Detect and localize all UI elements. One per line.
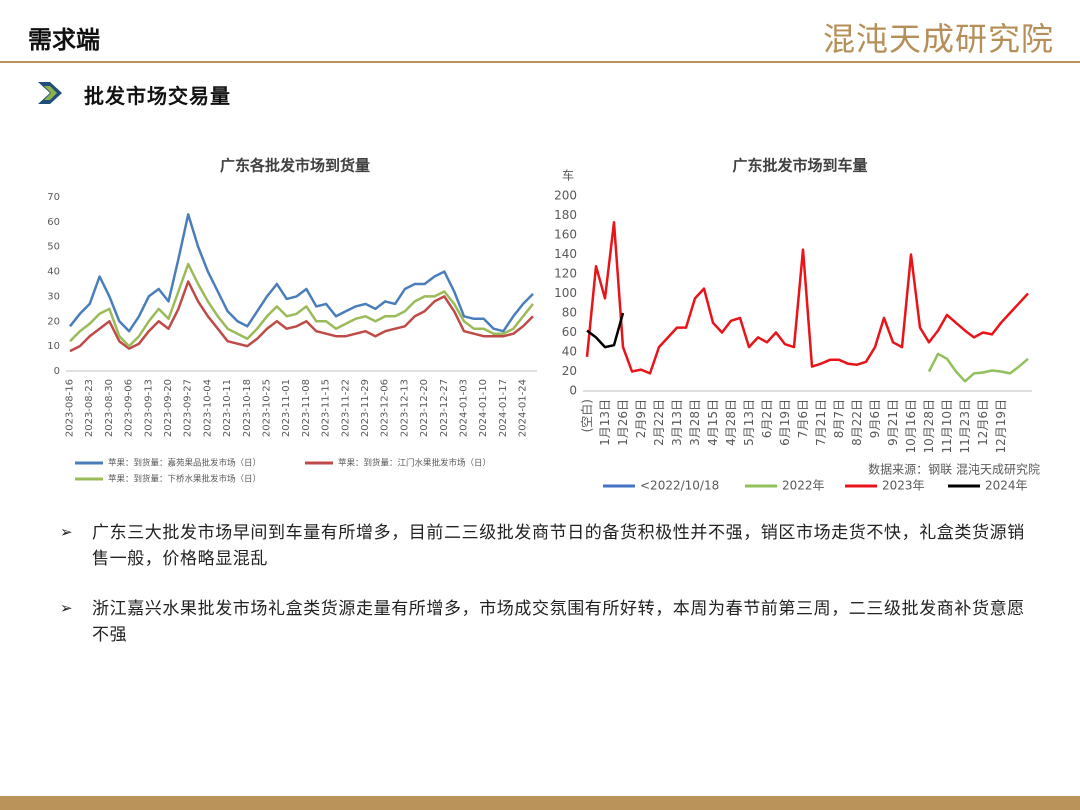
x-tick-label: 2023-09-13 [143, 379, 154, 437]
x-tick-label: 2024-01-10 [478, 379, 489, 437]
y-tick-label: 180 [554, 208, 577, 222]
footer-bar [0, 796, 1080, 810]
x-tick-label: 2023-10-18 [242, 379, 253, 437]
chevron-icon [38, 82, 62, 104]
x-tick-label: 12月6日 [976, 399, 990, 446]
series-line [69, 280, 534, 353]
x-tick-label: 11月23日 [958, 399, 972, 454]
x-tick-label: 10月16日 [904, 399, 918, 454]
series-line [585, 221, 1029, 375]
x-tick-label: 7月21日 [814, 399, 828, 446]
charts: 广东各批发市场到货量 0 10 20 30 40 50 60 70 2023-08-16 2023-… [47, 157, 1040, 493]
x-tick-label: 10月28日 [922, 399, 936, 454]
y-tick-label: 60 [47, 217, 60, 228]
y-tick-label: 120 [554, 267, 577, 281]
x-tick-label: 2023-08-23 [84, 379, 95, 437]
x-tick-label: (空白) [579, 399, 594, 432]
x-tick-label: 2023-11-22 [340, 379, 351, 437]
x-tick-label: 9月21日 [886, 399, 900, 446]
y-tick-label: 30 [47, 291, 60, 302]
chart-title: 广东批发市场到车量 [732, 157, 867, 175]
x-tick-label: 2023-11-29 [360, 379, 371, 437]
x-tick-label: 2024-01-17 [498, 379, 509, 437]
x-tick-label: 2023-12-06 [380, 379, 391, 437]
y-tick-label: 60 [562, 325, 577, 339]
x-tick-label: 11月10日 [940, 399, 954, 454]
header-title: 需求端 [28, 25, 100, 54]
x-tick-label: 2023-12-27 [439, 379, 450, 437]
x-tick-label: 3月13日 [670, 399, 684, 446]
x-tick-label: 2023-08-16 [65, 379, 76, 437]
y-tick-label: 70 [47, 192, 60, 203]
y-tick-label: 10 [47, 341, 60, 352]
x-tick-label: 2023-10-04 [202, 379, 213, 437]
series-line [586, 312, 625, 349]
x-tick-label: 7月6日 [796, 399, 810, 438]
x-tick-label: 3月28日 [688, 399, 702, 446]
x-tick-label: 2023-09-27 [183, 379, 194, 437]
logo: 混沌天成研究院 [822, 20, 1054, 58]
x-tick-label: 2023-08-30 [104, 379, 115, 437]
chart-title: 广东各批发市场到货量 [220, 157, 370, 175]
y-tick-label: 40 [47, 267, 60, 278]
x-tick-label: 4月15日 [706, 399, 720, 446]
header-rule [0, 61, 1080, 63]
x-tick-label: 6月19日 [778, 399, 792, 446]
legend-label: 苹果：到货量：下桥水果批发市场（日） [108, 474, 261, 485]
x-tick-label: 2023-10-25 [262, 379, 273, 437]
x-tick-label: 2023-10-11 [222, 379, 233, 437]
x-tick-label: 4月28日 [724, 399, 738, 446]
y-tick-label: 160 [554, 228, 577, 242]
x-tick-label: 2月22日 [652, 399, 666, 446]
x-tick-label: 2024-01-24 [518, 379, 529, 437]
source-note: 数据来源：钢联 混沌天成研究院 [868, 462, 1040, 477]
legend-label: 2024年 [985, 479, 1028, 493]
y-tick-label: 200 [554, 189, 577, 203]
x-tick-label: 2023-12-20 [419, 379, 430, 437]
x-tick-label: 2023-11-01 [281, 379, 292, 437]
legend-label: 2022年 [782, 479, 825, 493]
section-title: 批发市场交易量 [84, 84, 231, 108]
y-tick-label: 20 [47, 316, 60, 327]
bullet-arrow: ➢ [60, 523, 73, 541]
y-tick-label: 50 [47, 242, 60, 253]
legend-label: 2023年 [882, 479, 925, 493]
x-tick-label: 2月9日 [634, 399, 648, 438]
x-tick-label: 2023-09-06 [124, 379, 135, 437]
y-tick-label: 80 [562, 306, 577, 320]
x-tick-label: 1月13日 [598, 399, 612, 446]
x-tick-label: 8月7日 [832, 399, 846, 438]
x-tick-label: 12月19日 [994, 399, 1008, 454]
bullet-arrow: ➢ [60, 599, 73, 617]
x-tick-label: 2023-09-20 [163, 379, 174, 437]
bullet-text: 浙江嘉兴水果批发市场礼盒类货源走量有所增多，市场成交氛围有所好转，本周为春节前第… [92, 599, 1025, 645]
series-line [69, 262, 534, 348]
y-axis-label: 车 [562, 168, 574, 183]
x-tick-label: 2023-12-13 [399, 379, 410, 437]
x-tick-label: 2024-01-03 [459, 379, 470, 437]
series-line [927, 352, 1029, 383]
legend-label: 苹果：到货量：江门水果批发市场（日） [338, 458, 491, 469]
y-tick-label: 100 [554, 286, 577, 300]
y-tick-label: 40 [562, 345, 577, 359]
x-tick-label: 5月13日 [742, 399, 756, 446]
legend-label: 苹果：到货量：嘉苑果品批发市场（日） [108, 458, 261, 469]
legend-label: <2022/10/18 [640, 479, 719, 493]
x-tick-label: 9月6日 [868, 399, 882, 438]
x-tick-label: 2023-11-08 [301, 379, 312, 437]
x-tick-label: 2023-11-15 [321, 379, 332, 437]
series-line [69, 213, 534, 333]
x-tick-label: 8月22日 [850, 399, 864, 446]
y-tick-label: 140 [554, 247, 577, 261]
bullet-text: 广东三大批发市场早间到车量有所增多，目前二三级批发商节日的备货积极性并不强，销区… [92, 523, 1025, 569]
y-tick-label: 20 [562, 364, 577, 378]
y-tick-label: 0 [54, 366, 60, 377]
y-tick-label: 0 [569, 384, 577, 398]
x-tick-label: 6月2日 [760, 399, 774, 438]
x-tick-label: 1月26日 [616, 399, 630, 446]
